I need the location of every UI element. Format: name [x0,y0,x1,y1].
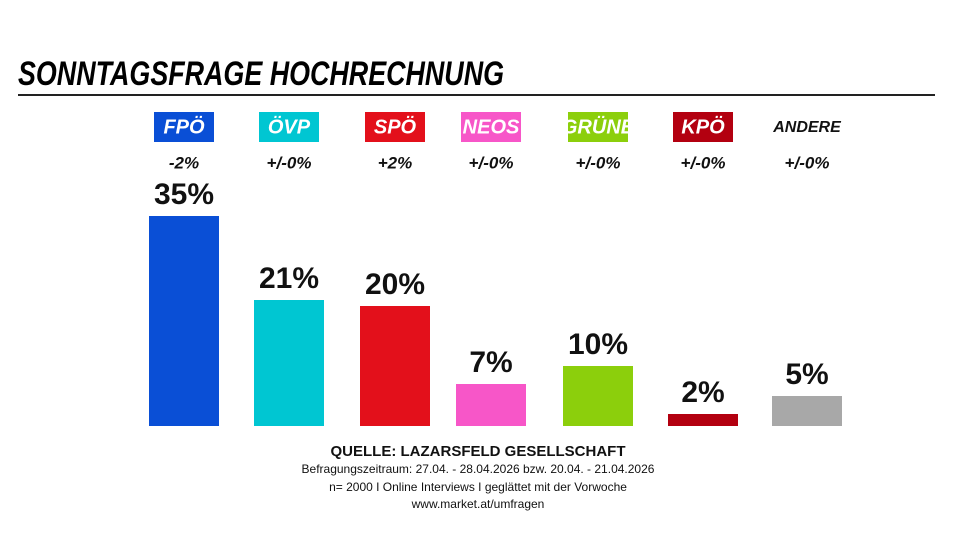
bar [668,414,738,426]
party-label: ÖVP [268,115,311,138]
bar [563,366,633,426]
party-label: FPÖ [163,115,205,138]
bar [456,384,526,426]
change-label: +/-0% [469,153,514,172]
bar [149,216,219,426]
value-label: 35% [154,178,214,211]
source-line: n= 2000 I Online Interviews I geglättet … [329,480,627,494]
party-label-box [568,112,628,142]
change-label: +/-0% [576,153,621,172]
chart-title: SONNTAGSFRAGE HOCHRECHNUNG [18,55,504,93]
bar [360,306,430,426]
source-line: Befragungszeitraum: 27.04. - 28.04.2026 … [302,462,655,476]
change-label: +2% [378,153,413,172]
bar [254,300,324,426]
change-label: +/-0% [267,153,312,172]
value-label: 5% [785,358,828,391]
party-label-box [461,112,521,142]
value-label: 2% [681,376,724,409]
party-label: SPÖ [374,115,417,138]
source-line: www.market.at/umfragen [411,497,545,511]
party-label-box [259,112,319,142]
party-label: ANDERE [772,119,842,136]
party-label: KPÖ [681,115,725,138]
party-label: NEOS [463,116,520,138]
party-label-box [673,112,733,142]
value-label: 20% [365,268,425,301]
party-label-box [154,112,214,142]
source-line: QUELLE: LAZARSFELD GESELLSCHAFT [331,443,626,460]
value-label: 10% [568,328,628,361]
value-label: 7% [469,346,512,379]
party-label-box [365,112,425,142]
bar [772,396,842,426]
change-label: -2% [169,153,199,172]
party-label: GRÜNE [562,115,635,138]
value-label: 21% [259,262,319,295]
change-label: +/-0% [785,153,830,172]
change-label: +/-0% [681,153,726,172]
